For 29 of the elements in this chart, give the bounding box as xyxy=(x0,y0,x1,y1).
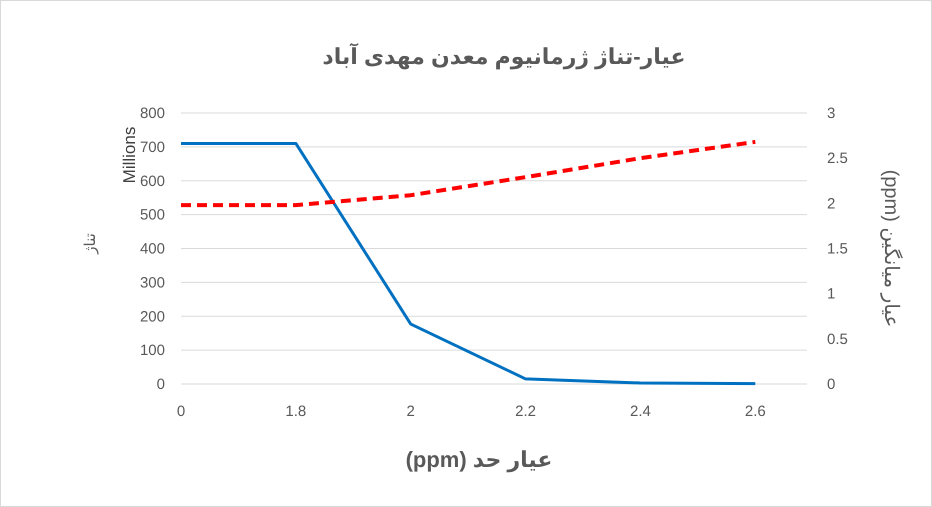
line-series xyxy=(180,142,757,386)
y-tick-label: 500 xyxy=(140,206,165,224)
y-tick-label: 0 xyxy=(156,376,165,393)
x-tick-label: 2.2 xyxy=(515,403,536,420)
x-tick-label: 2.4 xyxy=(630,403,651,420)
y-axis-title: تناژ xyxy=(82,233,99,255)
y-tick-label: 800 xyxy=(140,105,165,122)
y2-tick-label: 1.5 xyxy=(827,240,848,258)
chart-title: عیار-تناژ ژرمانیوم معدن مهدی آباد xyxy=(322,43,686,70)
x-axis-title: عیار حد (ppm) xyxy=(406,447,552,473)
y2-tick-label: 2.5 xyxy=(827,150,848,168)
x-tick-label: 0 xyxy=(176,403,186,420)
y-tick-label: 600 xyxy=(140,172,165,190)
y2-axis-title: عیار میانگین (ppm) xyxy=(880,170,903,328)
x-tick-label: 2 xyxy=(406,403,415,420)
x-tick-label: 1.8 xyxy=(285,403,306,420)
y2-tick-label: 2 xyxy=(827,195,836,212)
y-tick-label: 300 xyxy=(140,274,165,292)
y2-tick-label: 0 xyxy=(827,376,836,393)
line-series xyxy=(179,140,758,208)
x-tick-label: 2.6 xyxy=(744,403,766,420)
y-tick-label: 100 xyxy=(140,342,165,360)
y2-tick-label: 3 xyxy=(827,105,836,122)
y2-tick-label: 1 xyxy=(827,286,836,303)
text: Millions xyxy=(120,126,139,184)
y-tick-label: 700 xyxy=(140,138,165,156)
y-tick-label: 400 xyxy=(140,240,165,258)
y2-tick-label: 0.5 xyxy=(827,330,848,348)
y-tick-label: 200 xyxy=(140,308,165,326)
